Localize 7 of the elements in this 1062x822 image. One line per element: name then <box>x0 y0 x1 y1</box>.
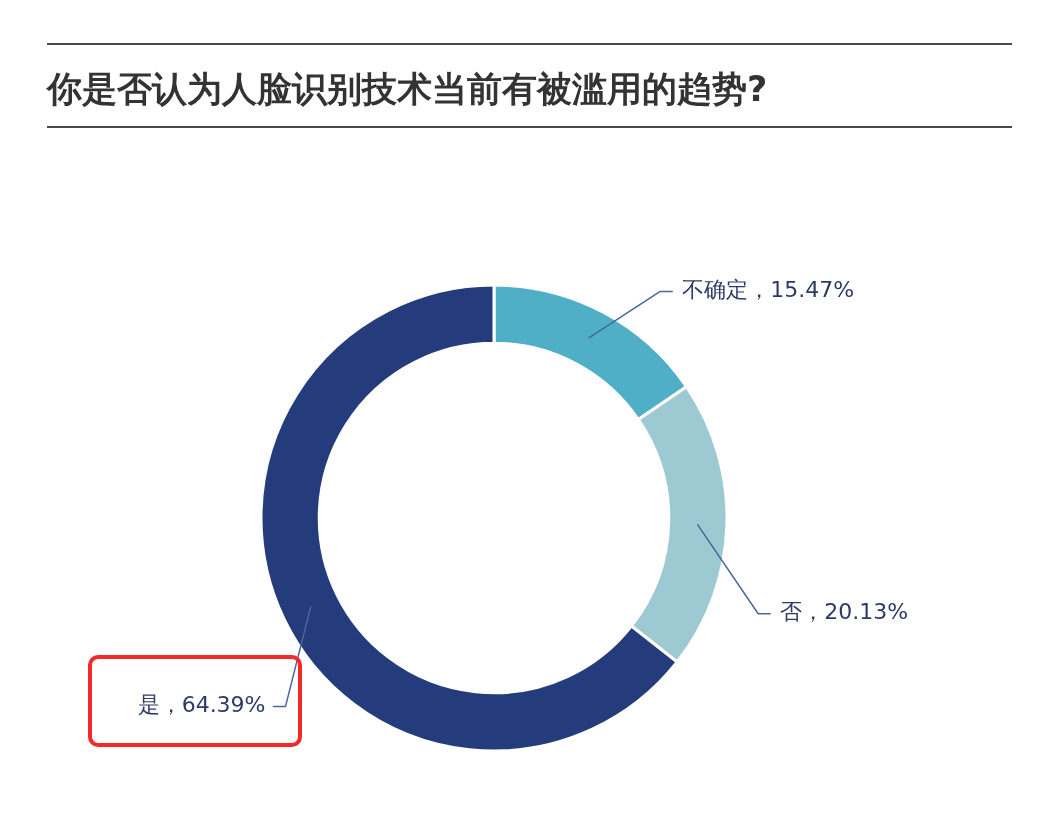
slice-label: 是 <box>137 692 160 718</box>
data-label: ，64.39% <box>159 692 266 718</box>
slice-label: 不确定 <box>682 277 749 303</box>
chart-title: 你是否认为人脸识别技术当前有被滥用的趋势? <box>47 69 768 109</box>
data-label: ，15.47% <box>748 277 855 303</box>
data-label: ，20.13% <box>802 599 909 625</box>
slice-label: 否 <box>780 599 803 625</box>
